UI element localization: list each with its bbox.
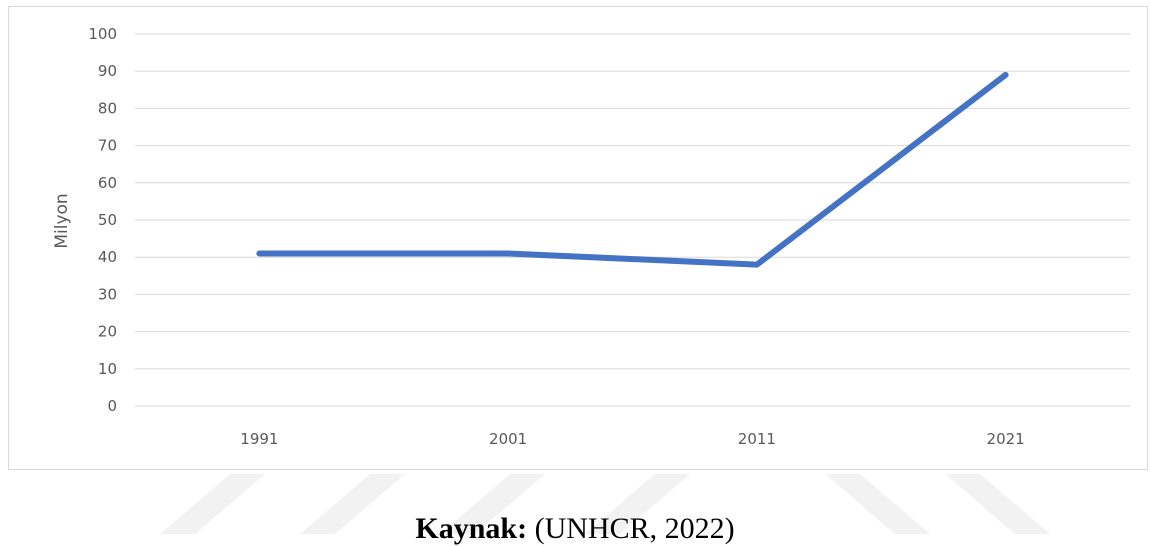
y-tick-label: 90 [98, 62, 117, 80]
series-line [256, 71, 1009, 268]
source-caption-text: (UNHCR, 2022) [527, 512, 735, 545]
y-tick-label: 50 [98, 211, 117, 229]
y-tick-label: 30 [98, 285, 117, 303]
y-tick-label: 40 [98, 248, 117, 266]
y-tick-label: 10 [98, 360, 117, 378]
x-tick-label: 2011 [738, 430, 776, 448]
y-tick-label: 70 [98, 137, 117, 155]
series-layer [256, 71, 1009, 268]
x-axis-ticks: 1991 2001 2011 2021 [240, 430, 1024, 448]
gridlines [135, 33, 1130, 407]
x-tick-label: 2001 [489, 430, 527, 448]
x-tick-label: 1991 [240, 430, 278, 448]
chart-frame [8, 6, 1148, 470]
y-axis-label: Milyon [52, 193, 72, 248]
y-tick-label: 100 [88, 25, 117, 43]
y-axis-ticks: 0 10 20 30 40 50 60 70 80 90 100 [88, 25, 117, 415]
y-tick-label: 0 [107, 397, 117, 415]
x-tick-label: 2021 [987, 430, 1025, 448]
y-tick-label: 80 [98, 99, 117, 117]
y-tick-label: 60 [98, 174, 117, 192]
y-tick-label: 20 [98, 323, 117, 341]
source-caption-label: Kaynak: [415, 512, 528, 545]
source-caption: Kaynak: (UNHCR, 2022) [0, 512, 1150, 546]
watermark [160, 474, 1050, 534]
